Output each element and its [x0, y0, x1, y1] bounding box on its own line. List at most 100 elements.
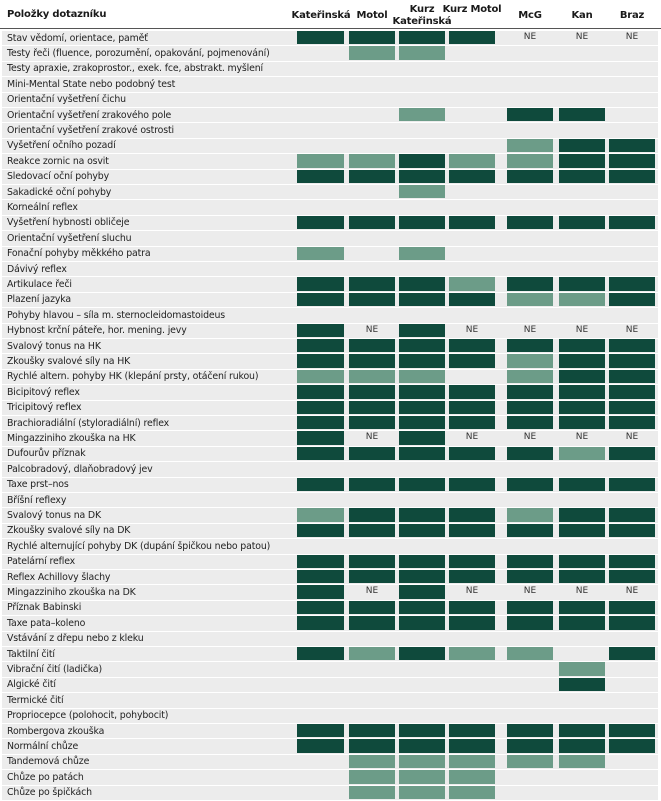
indicator-cell	[349, 400, 395, 414]
indicator-cell	[559, 200, 605, 214]
row-label: Taxe pata–koleno	[7, 617, 86, 629]
indicator-cell	[449, 554, 495, 568]
indicator-cell	[349, 200, 395, 214]
indicator-cell	[559, 308, 605, 322]
indicator-cell	[297, 585, 344, 599]
indicator-cell	[297, 647, 344, 661]
indicator-cell	[559, 693, 605, 707]
indicator-cell	[507, 770, 553, 784]
row-label: Palcobradový, dlaňobradový jev	[7, 463, 153, 475]
indicator-cell	[449, 185, 495, 199]
row-label: Zkoušky svalové síly na DK	[7, 525, 131, 537]
indicator-cell	[449, 616, 495, 630]
indicator-cell	[507, 262, 553, 276]
indicator-cell	[559, 231, 605, 245]
indicator-cell	[349, 354, 395, 368]
indicator-cell	[449, 647, 495, 661]
indicator-cell	[349, 385, 395, 399]
indicator-cell	[399, 339, 445, 353]
indicator-cell	[349, 477, 395, 491]
ne-cell: NE	[609, 431, 655, 445]
indicator-cell	[349, 770, 395, 784]
indicator-cell	[297, 46, 344, 60]
row-label: Stav vědomí, orientace, paměť	[7, 32, 148, 44]
row-label: Zkoušky svalové síly na HK	[7, 355, 131, 367]
indicator-cell	[349, 600, 395, 615]
indicator-cell	[559, 446, 605, 461]
indicator-cell	[507, 754, 553, 769]
row-label: Fonační pohyby měkkého patra	[7, 248, 151, 260]
indicator-cell	[449, 785, 495, 799]
indicator-cell	[399, 354, 445, 368]
indicator-cell	[609, 693, 655, 707]
indicator-cell	[297, 339, 344, 353]
indicator-cell	[297, 215, 344, 230]
indicator-cell	[349, 616, 395, 630]
indicator-cell	[399, 539, 445, 553]
row-label: Mingazziniho zkouška na DK	[7, 586, 136, 598]
indicator-cell	[349, 462, 395, 476]
indicator-cell	[297, 431, 344, 445]
indicator-cell	[559, 292, 605, 307]
indicator-cell	[507, 508, 553, 522]
indicator-cell	[399, 215, 445, 230]
indicator-cell	[399, 108, 445, 122]
indicator-cell	[559, 523, 605, 538]
indicator-cell	[399, 416, 445, 430]
indicator-cell	[399, 77, 445, 91]
indicator-cell	[297, 246, 344, 260]
indicator-cell	[507, 108, 553, 122]
row-label: Svalový tonus na DK	[7, 509, 102, 521]
indicator-cell	[507, 600, 553, 615]
indicator-cell	[399, 477, 445, 491]
indicator-cell	[559, 154, 605, 168]
indicator-cell	[559, 385, 605, 399]
indicator-cell	[297, 554, 344, 568]
indicator-cell	[609, 554, 655, 568]
indicator-cell	[609, 123, 655, 137]
indicator-cell	[297, 724, 344, 738]
indicator-cell	[349, 262, 395, 276]
indicator-cell	[297, 385, 344, 399]
indicator-cell	[449, 154, 495, 168]
indicator-cell	[559, 477, 605, 491]
header-items: Položky dotazníku	[7, 9, 107, 20]
indicator-cell	[507, 647, 553, 661]
indicator-cell	[507, 154, 553, 168]
indicator-cell	[449, 754, 495, 769]
row-label: Taxe prst–nos	[7, 479, 69, 491]
indicator-cell	[449, 292, 495, 307]
indicator-cell	[349, 539, 395, 553]
indicator-cell	[349, 108, 395, 122]
row-label: Dufourův příznak	[7, 448, 86, 460]
indicator-cell	[559, 754, 605, 769]
indicator-cell	[297, 739, 344, 753]
indicator-cell	[609, 724, 655, 738]
indicator-cell	[609, 570, 655, 584]
indicator-cell	[449, 77, 495, 91]
indicator-cell	[349, 46, 395, 60]
indicator-cell	[507, 123, 553, 137]
ne-cell: NE	[609, 585, 655, 599]
indicator-cell	[559, 262, 605, 276]
indicator-cell	[297, 631, 344, 645]
row-label: Chůze po špičkách	[7, 787, 92, 799]
indicator-cell	[559, 354, 605, 368]
indicator-cell	[399, 493, 445, 507]
indicator-cell	[399, 754, 445, 769]
indicator-cell	[349, 785, 395, 799]
indicator-cell	[349, 493, 395, 507]
indicator-cell	[609, 677, 655, 692]
indicator-cell	[507, 554, 553, 568]
row-label: Reakce zornic na osvit	[7, 155, 109, 167]
header-divider	[0, 28, 661, 29]
indicator-cell	[507, 708, 553, 722]
indicator-cell	[449, 508, 495, 522]
indicator-cell	[609, 369, 655, 384]
row-label: Korneální reflex	[7, 201, 78, 213]
row-label: Orientační vyšetření čichu	[7, 94, 126, 106]
indicator-cell	[399, 123, 445, 137]
indicator-cell	[399, 154, 445, 168]
ne-cell: NE	[609, 31, 655, 45]
